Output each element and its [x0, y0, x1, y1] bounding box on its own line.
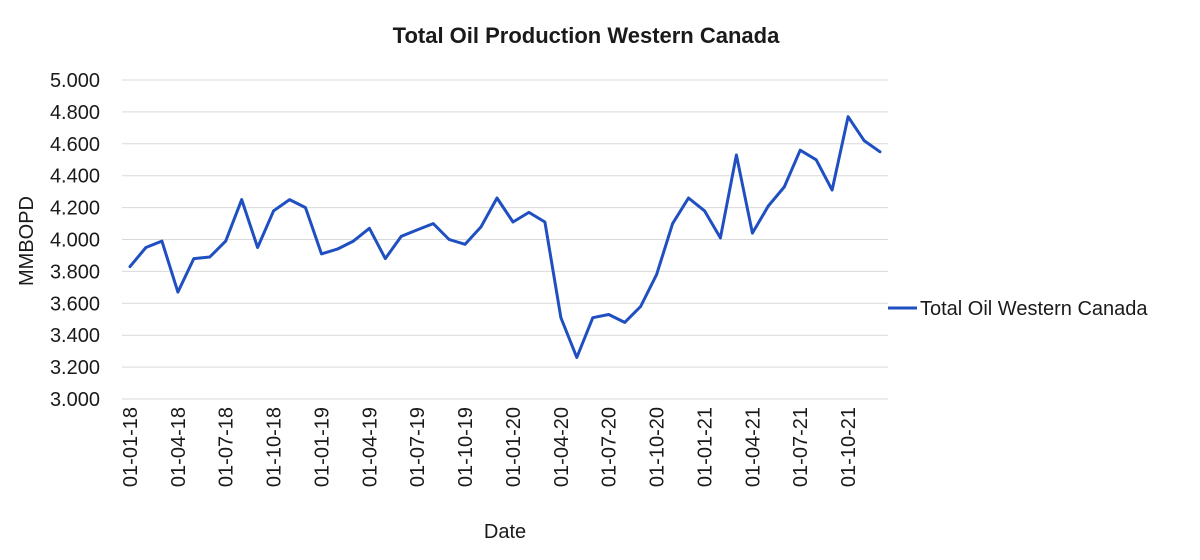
chart-title: Total Oil Production Western Canada	[393, 23, 780, 48]
x-tick-label: 01-04-21	[742, 407, 764, 487]
data-point	[623, 321, 626, 324]
data-point	[416, 228, 419, 232]
y-tick-label: 3.000	[50, 389, 100, 411]
x-axis-ticks: 01-01-18 01-04-18 01-07-18 01-10-18 01-01-19…	[120, 407, 860, 487]
data-point	[224, 239, 227, 243]
x-tick-label: 01-04-18	[168, 407, 190, 487]
data-point	[479, 225, 483, 228]
y-axis-label: MMBOPD	[16, 196, 38, 286]
legend: Total Oil Western Canada	[888, 298, 1148, 320]
x-tick-label: 01-01-21	[694, 407, 716, 487]
x-axis-label: Date	[484, 521, 526, 543]
data-point	[862, 139, 866, 142]
data-point	[687, 196, 690, 200]
y-tick-label: 4.000	[50, 230, 100, 252]
data-point	[463, 243, 467, 246]
y-tick-label: 3.200	[50, 357, 100, 379]
x-tick-label: 01-10-20	[647, 407, 669, 487]
x-tick-label: 01-10-19	[455, 407, 477, 487]
data-point	[878, 150, 882, 153]
x-tick-label: 01-04-20	[551, 407, 573, 487]
y-tick-label: 3.600	[50, 293, 100, 315]
y-axis-ticks: 3.000 3.200 3.400 3.600 3.800 4.000 4.200 4.400…	[50, 70, 100, 411]
x-tick-label: 01-07-18	[216, 407, 238, 487]
data-point	[799, 148, 802, 152]
data-point	[447, 238, 451, 241]
data-point	[607, 313, 610, 316]
data-point	[304, 206, 307, 209]
gridlines	[122, 79, 888, 400]
data-point	[495, 196, 499, 200]
data-point	[208, 255, 211, 259]
series-line	[128, 115, 882, 359]
x-tick-label: 01-01-19	[311, 407, 333, 487]
x-tick-label: 01-07-20	[599, 407, 621, 487]
data-point	[352, 239, 355, 243]
x-tick-label: 01-04-19	[359, 407, 381, 487]
data-point	[655, 273, 658, 276]
data-point	[511, 220, 515, 224]
data-point	[160, 239, 164, 243]
data-point	[783, 185, 786, 189]
y-tick-label: 3.800	[50, 261, 100, 283]
data-point	[735, 153, 738, 157]
data-point	[814, 158, 818, 161]
data-point	[256, 246, 259, 249]
data-point	[288, 198, 291, 201]
y-tick-label: 4.600	[50, 134, 100, 156]
data-point	[751, 231, 754, 235]
x-tick-label: 01-10-21	[838, 407, 860, 487]
legend-label: Total Oil Western Canada	[920, 298, 1148, 320]
y-tick-label: 3.400	[50, 325, 100, 347]
data-point	[846, 115, 850, 118]
y-tick-label: 5.000	[50, 70, 100, 92]
data-point	[639, 305, 642, 308]
data-point	[591, 316, 594, 319]
x-tick-label: 01-01-20	[503, 407, 525, 487]
x-tick-label: 01-07-19	[407, 407, 429, 487]
data-point	[719, 236, 722, 240]
data-point	[368, 227, 371, 230]
data-point	[767, 204, 770, 208]
x-tick-label: 01-01-18	[120, 407, 142, 487]
y-tick-label: 4.400	[50, 166, 100, 188]
data-point	[320, 252, 323, 256]
data-point	[703, 209, 706, 212]
y-tick-label: 4.800	[50, 102, 100, 124]
data-point	[192, 257, 196, 260]
data-point	[431, 222, 435, 225]
data-point	[336, 247, 339, 251]
data-point	[144, 246, 148, 249]
data-point	[128, 265, 132, 268]
x-tick-label: 01-10-18	[264, 407, 286, 487]
y-tick-label: 4.200	[50, 198, 100, 220]
data-point	[575, 356, 579, 359]
data-point	[384, 257, 387, 260]
data-point	[400, 235, 403, 238]
data-point	[527, 211, 531, 214]
x-tick-label: 01-07-21	[790, 407, 812, 487]
data-point	[543, 220, 547, 224]
series-layer	[128, 115, 882, 359]
data-point	[830, 188, 834, 192]
data-point	[272, 209, 275, 212]
data-point	[671, 222, 674, 225]
data-point	[176, 290, 180, 294]
data-point	[559, 316, 563, 319]
data-point	[240, 198, 243, 201]
